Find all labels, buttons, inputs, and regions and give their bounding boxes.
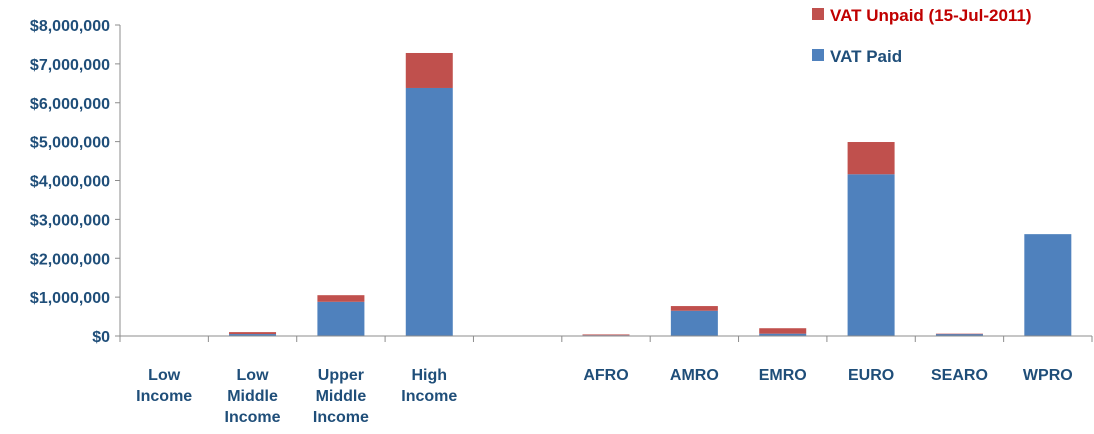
x-category-label-line: Middle xyxy=(227,388,278,405)
legend-label-unpaid: VAT Unpaid (15-Jul-2011) xyxy=(830,6,1032,25)
x-category-label: Low Income xyxy=(136,367,192,405)
y-tick-label: $3,000,000 xyxy=(30,212,110,229)
bar-vat-unpaid xyxy=(229,332,277,335)
x-category-label-line: AFRO xyxy=(583,367,628,384)
y-tick-label: $5,000,000 xyxy=(30,135,110,152)
y-tick-label: $8,000,000 xyxy=(30,18,110,35)
x-category-label-line: WPRO xyxy=(1023,367,1073,384)
x-category-label-line: SEARO xyxy=(931,367,988,384)
x-category-label-line: EMRO xyxy=(759,367,807,384)
x-category-label: Low Middle Income xyxy=(225,367,281,426)
bar-vat-paid xyxy=(1024,234,1072,336)
bar-vat-paid xyxy=(405,87,453,336)
x-category-label-line: Income xyxy=(136,388,192,405)
y-tick-label: $1,000,000 xyxy=(30,290,110,307)
x-category-label: EMRO xyxy=(759,367,807,384)
y-tick-label: $6,000,000 xyxy=(30,96,110,113)
y-axis: $0 $1,000,000 $2,000,000 $3,000,000 $4,000,0… xyxy=(30,18,121,346)
bar-vat-paid xyxy=(759,333,807,336)
bar-vat-unpaid xyxy=(582,334,630,336)
x-category-label: SEARO xyxy=(931,367,988,384)
x-category-label-line: AMRO xyxy=(670,367,719,384)
x-category-label: Upper Middle Income xyxy=(313,367,369,426)
bar-vat-paid xyxy=(935,334,983,336)
bars xyxy=(229,52,1072,336)
y-tick-label: $2,000,000 xyxy=(30,251,110,268)
bar-vat-unpaid xyxy=(317,295,365,302)
y-tick-label: $7,000,000 xyxy=(30,57,110,74)
bar-vat-paid xyxy=(229,334,277,336)
bar-vat-paid xyxy=(317,301,365,336)
bar-vat-unpaid xyxy=(670,306,718,311)
x-category-label-line: Middle xyxy=(316,388,367,405)
x-category-label-line: Low xyxy=(148,367,181,384)
x-category-label: AFRO xyxy=(583,367,628,384)
y-tick-label: $0 xyxy=(92,329,110,346)
x-category-label-line: Upper xyxy=(318,367,364,384)
x-category-label-line: Income xyxy=(313,409,369,426)
legend: VAT Unpaid (15-Jul-2011) VAT Paid xyxy=(812,6,1032,66)
x-category-label-line: Income xyxy=(225,409,281,426)
x-category-label-line: High xyxy=(411,367,447,384)
x-category-label-line: EURO xyxy=(848,367,894,384)
bar-vat-unpaid xyxy=(935,333,983,335)
x-category-label: EURO xyxy=(848,367,894,384)
legend-swatch-unpaid xyxy=(812,8,824,20)
bar-vat-paid xyxy=(847,174,895,336)
bar-vat-unpaid xyxy=(759,328,807,334)
bar-vat-paid xyxy=(670,310,718,336)
bar-vat-unpaid xyxy=(405,52,453,88)
legend-label-paid: VAT Paid xyxy=(830,47,902,66)
x-category-label-line: Income xyxy=(401,388,457,405)
x-category-label-line: Low xyxy=(237,367,270,384)
x-axis: Low Income Low Middle Income Upper Middle Incom… xyxy=(119,335,1093,426)
x-category-label: WPRO xyxy=(1023,367,1073,384)
bar-vat-unpaid xyxy=(847,142,895,175)
x-category-label: AMRO xyxy=(670,367,719,384)
x-category-label: High Income xyxy=(401,367,457,405)
legend-swatch-paid xyxy=(812,49,824,61)
y-tick-label: $4,000,000 xyxy=(30,174,110,191)
